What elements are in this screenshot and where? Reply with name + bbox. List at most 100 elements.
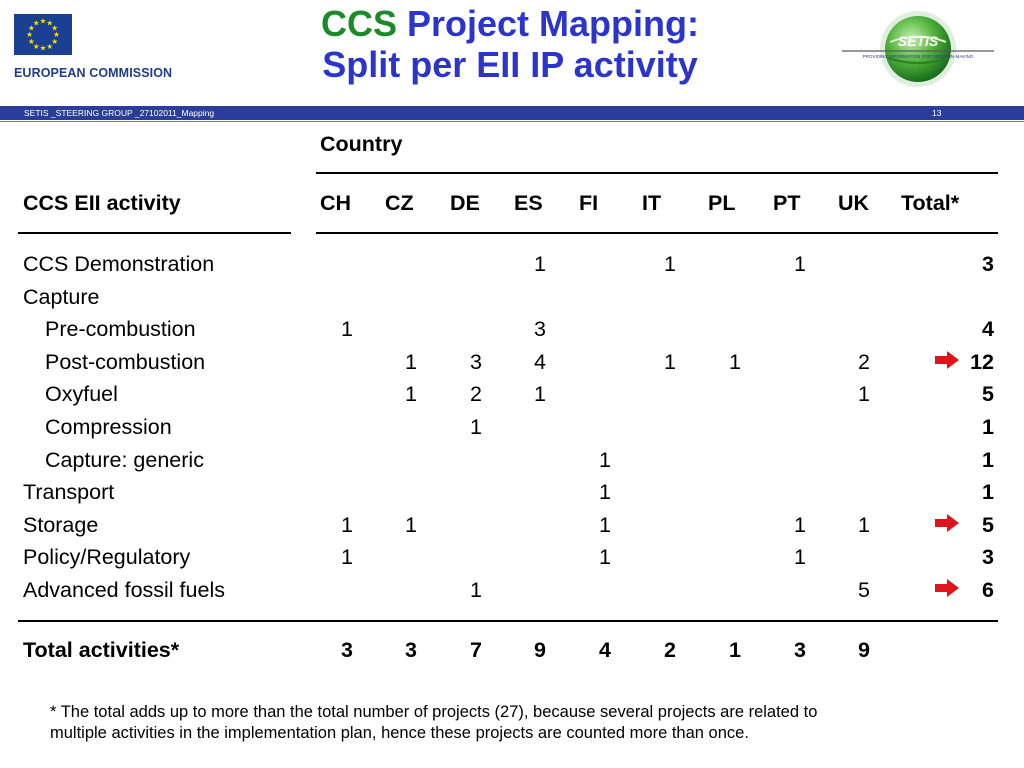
band-text: SETIS _STEERING GROUP _27102011_Mapping (24, 108, 215, 118)
footnote: * The total adds up to more than the tot… (50, 702, 990, 744)
cell-value-es: 3 (534, 317, 546, 342)
row-total: 12 (970, 349, 994, 374)
cell-value-ch: 1 (341, 545, 353, 570)
cell-value-es: 1 (534, 382, 546, 407)
eu-star-icon: ★ (46, 18, 53, 27)
total-header: Total* (901, 191, 960, 215)
cell-value-uk: 1 (858, 382, 870, 407)
row-total: 5 (982, 512, 994, 537)
slide-footer-band: SETIS _STEERING GROUP _27102011_Mapping … (0, 106, 1024, 120)
country-header-ch: CH (320, 191, 352, 215)
total-value-it: 2 (664, 638, 676, 662)
org-name: EUROPEAN COMMISSION (14, 66, 173, 80)
title-part2: Split per EII IP activity (322, 44, 698, 85)
slide-title: CCS Project Mapping: Split per EII IP ac… (200, 3, 820, 85)
total-value-cz: 3 (405, 638, 417, 662)
total-value-es: 9 (534, 638, 546, 662)
cell-value-es: 4 (534, 349, 546, 374)
header-rule-top (316, 172, 998, 174)
total-value-uk: 9 (858, 638, 870, 662)
eu-star-icon: ★ (40, 44, 47, 53)
cell-value-de: 2 (470, 382, 482, 407)
country-header-pl: PL (708, 191, 736, 215)
row-total: 1 (982, 480, 994, 505)
arrow-right-icon (935, 579, 959, 597)
setis-logo: SETIS PROVIDING INFORMATION FOR DECISION… (838, 6, 998, 92)
footnote-line-1: * The total adds up to more than the tot… (50, 703, 818, 721)
cell-value-fi: 1 (599, 480, 611, 505)
total-value-de: 7 (470, 638, 482, 662)
row-label: Storage (23, 512, 99, 537)
page-number: 13 (932, 108, 942, 118)
cell-value-pt: 1 (794, 545, 806, 570)
cell-value-fi: 1 (599, 545, 611, 570)
row-total: 3 (982, 252, 994, 276)
cell-value-ch: 1 (341, 512, 353, 537)
cell-value-cz: 1 (405, 382, 417, 407)
title-ccs: CCS (320, 3, 397, 44)
eu-star-icon: ★ (28, 23, 35, 32)
country-header-fi: FI (579, 191, 599, 215)
cell-value-uk: 5 (858, 578, 870, 602)
eu-star-icon: ★ (40, 17, 47, 26)
cell-value-de: 1 (470, 578, 482, 602)
country-header-de: DE (450, 191, 480, 215)
cell-value-pt: 1 (794, 512, 806, 537)
country-header-pt: PT (773, 191, 801, 215)
setis-logo-text: SETIS (898, 33, 939, 49)
total-value-pt: 3 (794, 638, 806, 662)
totals-rule (18, 620, 998, 622)
row-total: 3 (982, 545, 994, 570)
eu-star-icon: ★ (51, 37, 58, 46)
cell-value-uk: 1 (858, 512, 870, 537)
row-label: Policy/Regulatory (23, 545, 191, 570)
cell-value-it: 1 (664, 349, 676, 374)
country-header-cz: CZ (385, 191, 414, 215)
row-total: 1 (982, 447, 994, 472)
european-commission-logo: ★ ★ ★ ★ ★ ★ ★ ★ ★ ★ ★ ★ EUROPEAN COMMISSION (14, 10, 172, 82)
cell-value-cz: 1 (405, 349, 417, 374)
cell-value-ch: 1 (341, 317, 353, 342)
header-rule-left (18, 232, 291, 234)
row-label: CCS Demonstration (23, 252, 215, 276)
footnote-line-2: multiple activities in the implementatio… (50, 724, 749, 742)
title-part1: Project Mapping: (407, 3, 700, 44)
total-value-ch: 3 (341, 638, 353, 662)
cell-value-cz: 1 (405, 512, 417, 537)
eu-star-icon: ★ (28, 37, 35, 46)
eu-flag-icon: ★ ★ ★ ★ ★ ★ ★ ★ ★ ★ ★ ★ (14, 14, 72, 55)
country-header-it: IT (642, 191, 662, 215)
eu-star-icon: ★ (53, 30, 60, 39)
cell-value-pl: 1 (729, 349, 741, 374)
row-label: Oxyfuel (45, 382, 118, 407)
cell-value-de: 1 (470, 415, 482, 439)
band-underline (0, 121, 1024, 122)
arrow-right-icon (935, 513, 959, 532)
setis-tagline: PROVIDING INFORMATION FOR DECISION-MAKIN… (863, 54, 974, 59)
activity-header: CCS EII activity (23, 191, 181, 215)
row-label: Capture: generic (45, 447, 204, 472)
row-total: 4 (982, 317, 994, 342)
row-label: Compression (45, 415, 172, 439)
cell-value-fi: 1 (599, 447, 611, 472)
cell-value-es: 1 (534, 252, 546, 276)
arrow-right-icon (935, 350, 959, 369)
row-total: 1 (982, 415, 994, 439)
eu-star-icon: ★ (51, 23, 58, 32)
cell-value-fi: 1 (599, 512, 611, 537)
eu-star-icon: ★ (33, 42, 40, 51)
row-total: 5 (982, 382, 994, 407)
eu-star-icon: ★ (46, 42, 53, 51)
totals-label: Total activities* (23, 638, 180, 662)
country-label: Country (320, 132, 403, 156)
row-label: Advanced fossil fuels (23, 578, 225, 602)
row-label: Pre-combustion (45, 317, 196, 342)
header-rule-right (316, 232, 998, 234)
row-label: Transport (23, 480, 115, 505)
cell-value-de: 3 (470, 349, 482, 374)
row-label: Capture (23, 284, 100, 309)
eu-star-icon: ★ (33, 18, 40, 27)
eu-star-icon: ★ (26, 30, 33, 39)
cell-value-uk: 2 (858, 349, 870, 374)
total-value-pl: 1 (729, 638, 741, 662)
